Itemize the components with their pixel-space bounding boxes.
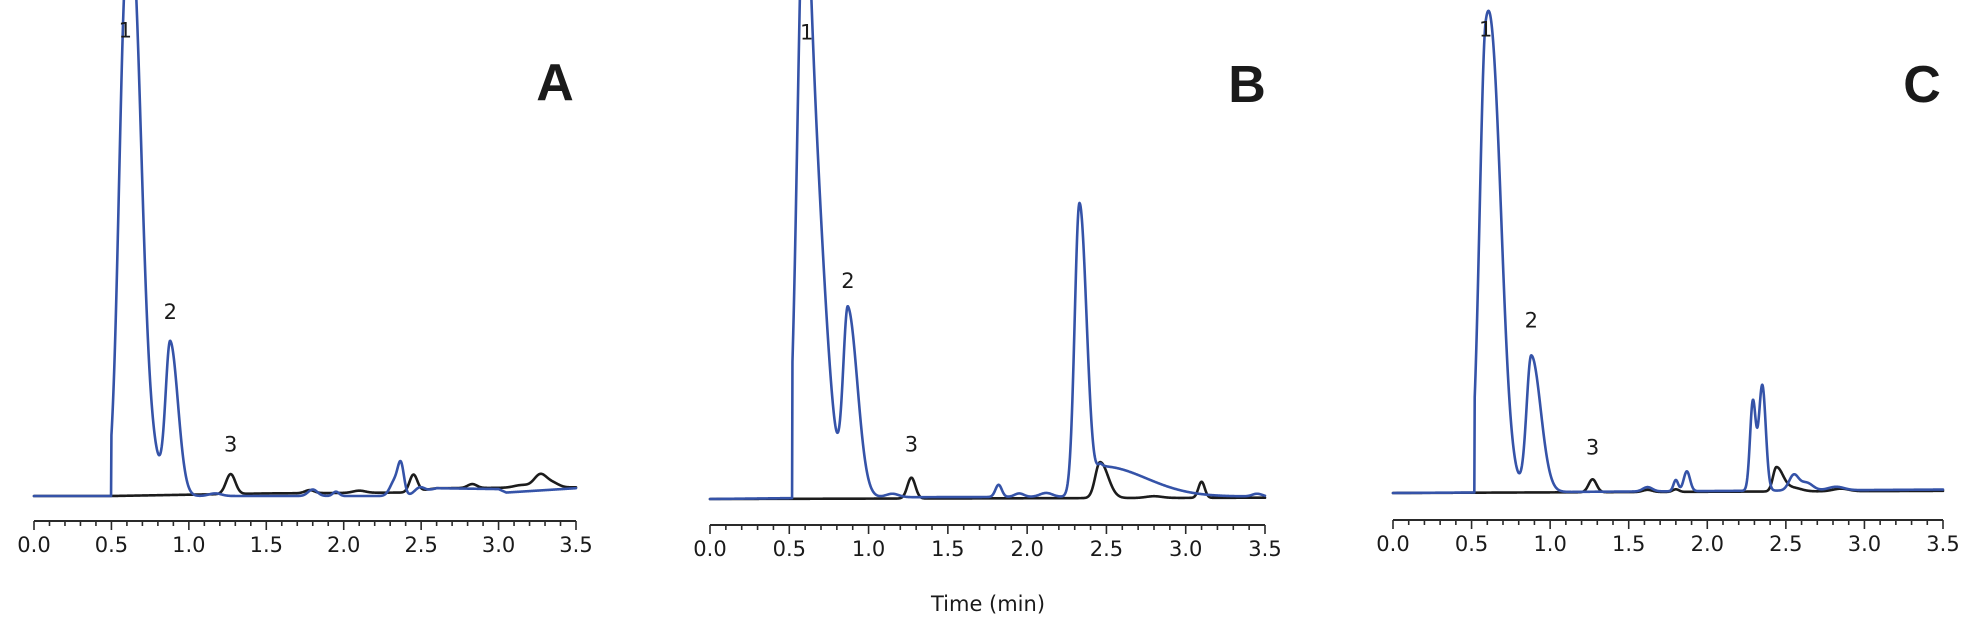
panel-c-traces: [1391, 9, 1945, 495]
peak-label: 2: [164, 300, 177, 324]
x-tick-label: 3.5: [1926, 532, 1959, 556]
x-tick-label: 0.0: [693, 537, 726, 561]
x-tick-label: 1.0: [852, 537, 885, 561]
x-tick-label: 2.5: [1769, 532, 1802, 556]
x-tick-label: 0.0: [1376, 532, 1409, 556]
panel-a: 0.0 0.5 1.0 1.5 2.0 2.5 3.0 3.5 1 2 3 A: [17, 0, 593, 557]
x-tick-label: 1.5: [250, 533, 283, 557]
x-tick-label: 0.5: [1455, 532, 1488, 556]
x-tick-label: 3.0: [482, 533, 515, 557]
panel-b-x-axis: 0.0 0.5 1.0 1.5 2.0 2.5 3.0 3.5: [693, 524, 1282, 561]
panel-b-traces: [708, 0, 1267, 501]
x-tick-label: 0.0: [17, 533, 50, 557]
x-tick-label: 1.5: [931, 537, 964, 561]
peak-label: 1: [1479, 17, 1492, 41]
peak-label: 3: [224, 433, 237, 457]
x-tick-label: 2.0: [327, 533, 360, 557]
panel-a-x-axis: 0.0 0.5 1.0 1.5 2.0 2.5 3.0 3.5: [17, 520, 593, 557]
panel-b-letter: B: [1228, 56, 1266, 114]
peak-label: 3: [905, 433, 918, 457]
x-tick-label: 2.0: [1010, 537, 1043, 561]
x-tick-label: 2.0: [1691, 532, 1724, 556]
x-tick-label: 1.5: [1612, 532, 1645, 556]
x-tick-label: 3.0: [1848, 532, 1881, 556]
blue-trace-line: [708, 0, 1267, 501]
peak-label: 2: [841, 269, 854, 293]
panel-c: 0.0 0.5 1.0 1.5 2.0 2.5 3.0 3.5 1 2 3 C: [1376, 9, 1960, 556]
panel-c-letter: C: [1903, 56, 1941, 114]
x-tick-label: 2.5: [404, 533, 437, 557]
x-tick-label: 2.5: [1090, 537, 1123, 561]
blue-trace-line: [1391, 9, 1945, 495]
x-axis-title: Time (min): [930, 592, 1045, 616]
peak-label: 1: [119, 18, 132, 42]
peak-label: 2: [1525, 308, 1538, 332]
x-tick-label: 0.5: [95, 533, 128, 557]
panel-b-peak-labels: 1 2 3: [800, 20, 918, 456]
panel-c-peak-labels: 1 2 3: [1479, 17, 1599, 459]
panel-a-letter: A: [536, 54, 574, 112]
panel-c-x-axis: 0.0 0.5 1.0 1.5 2.0 2.5 3.0 3.5: [1376, 519, 1960, 556]
x-tick-label: 0.5: [773, 537, 806, 561]
x-tick-label: 1.0: [172, 533, 205, 557]
x-tick-label: 1.0: [1533, 532, 1566, 556]
panel-a-peak-labels: 1 2 3: [119, 18, 238, 456]
black-trace-line: [708, 460, 1267, 501]
panel-a-traces: [32, 0, 578, 498]
panel-b: 0.0 0.5 1.0 1.5 2.0 2.5 3.0 3.5 1 2 3 B: [693, 0, 1282, 561]
peak-label: 1: [800, 20, 813, 44]
x-tick-label: 3.0: [1169, 537, 1202, 561]
blue-trace-line: [32, 0, 578, 498]
peak-label: 3: [1586, 436, 1599, 460]
x-tick-label: 3.5: [1248, 537, 1281, 561]
x-tick-label: 3.5: [559, 533, 592, 557]
black-trace-line: [32, 472, 578, 498]
